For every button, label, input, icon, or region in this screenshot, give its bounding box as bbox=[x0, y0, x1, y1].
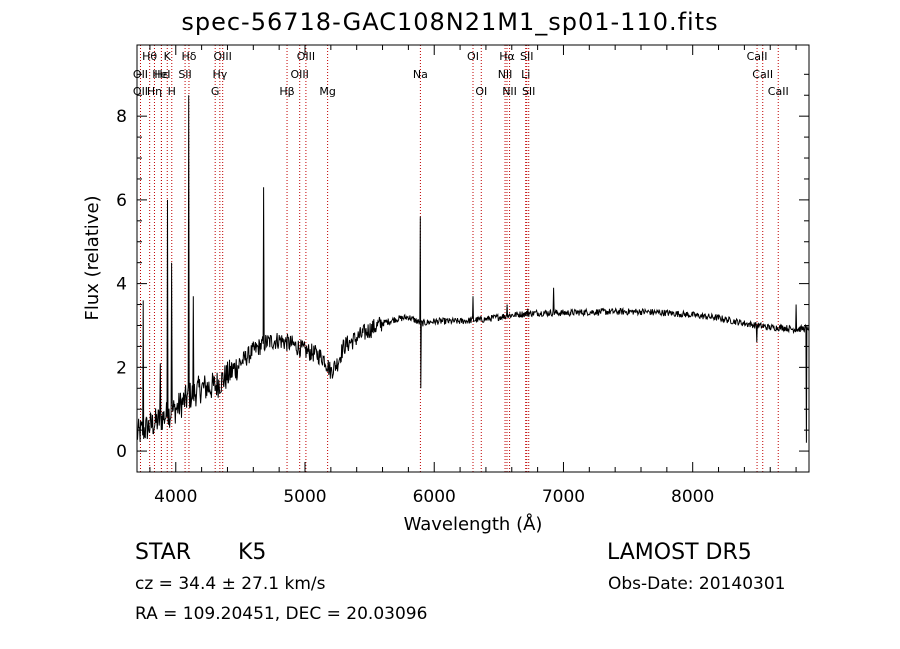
line-marker-label: Hθ bbox=[142, 50, 157, 63]
survey-name: LAMOST DR5 bbox=[607, 540, 752, 565]
line-marker-label: Na bbox=[413, 68, 428, 81]
spectrum-series bbox=[136, 95, 810, 443]
line-marker-label: SII bbox=[178, 68, 191, 81]
line-marker-label: SII bbox=[520, 50, 533, 63]
line-marker-label: Mg bbox=[319, 85, 335, 98]
spectrum-line bbox=[136, 95, 810, 443]
axis-ticks: 4000 5000 6000 7000 8000 0 2 4 6 8 bbox=[116, 45, 809, 507]
line-marker-label: Hβ bbox=[279, 85, 294, 98]
line-marker-label: OII bbox=[133, 68, 148, 81]
line-marker-label: NII bbox=[502, 85, 517, 98]
y-tick-label: 6 bbox=[116, 191, 127, 211]
x-tick-label: 5000 bbox=[283, 487, 326, 507]
object-type: STAR bbox=[135, 540, 192, 565]
x-tick-label: 7000 bbox=[542, 487, 585, 507]
y-tick-label: 4 bbox=[116, 275, 127, 295]
line-marker-label: CaII bbox=[747, 50, 768, 63]
line-marker-label: NII bbox=[498, 68, 513, 81]
line-marker-label: CaII bbox=[752, 68, 773, 81]
x-tick-label: 8000 bbox=[671, 487, 714, 507]
y-tick-label: 2 bbox=[116, 358, 127, 378]
line-marker-label: Hδ bbox=[181, 50, 196, 63]
line-marker-label: OII bbox=[133, 85, 148, 98]
line-marker-label: G bbox=[211, 85, 220, 98]
plot-frame bbox=[136, 44, 810, 473]
coordinates: RA = 109.20451, DEC = 20.03096 bbox=[135, 604, 428, 624]
line-marker-label: HeI bbox=[152, 68, 170, 81]
line-marker-label: OI bbox=[475, 85, 487, 98]
redshift-value: cz = 34.4 ± 27.1 km/s bbox=[135, 574, 326, 594]
y-tick-label: 0 bbox=[116, 442, 127, 462]
y-tick-label: 8 bbox=[116, 107, 127, 127]
line-marker-label: OI bbox=[467, 50, 479, 63]
line-marker-label: Hη bbox=[147, 85, 162, 98]
line-marker-labels: Hθ OII OII Hε Hη K HeI H Hδ SII OIII Hγ G OIII OIII Hβ M… bbox=[133, 50, 789, 98]
line-marker-label: Hα bbox=[499, 50, 515, 63]
line-marker-label: OIII bbox=[291, 68, 309, 81]
line-marker-label: OIII bbox=[297, 50, 315, 63]
line-marker-label: Hε bbox=[154, 68, 168, 81]
line-marker-label: Li bbox=[521, 68, 530, 81]
observation-date: Obs-Date: 20140301 bbox=[608, 574, 786, 594]
line-marker-label: CaII bbox=[768, 85, 789, 98]
chart-title: spec-56718-GAC108N21M1_sp01-110.fits bbox=[181, 8, 719, 36]
line-marker-label: K bbox=[164, 50, 172, 63]
x-tick-label: 4000 bbox=[154, 487, 197, 507]
x-axis-label: Wavelength (Å) bbox=[404, 513, 543, 535]
x-tick-label: 6000 bbox=[413, 487, 456, 507]
y-axis-label: Flux (relative) bbox=[82, 195, 103, 320]
line-marker-label: SII bbox=[522, 85, 535, 98]
line-marker-label: H bbox=[168, 85, 176, 98]
object-class: K5 bbox=[238, 540, 267, 565]
line-markers bbox=[139, 45, 779, 472]
line-marker-label: OIII bbox=[213, 50, 231, 63]
line-marker-label: Hγ bbox=[212, 68, 227, 81]
